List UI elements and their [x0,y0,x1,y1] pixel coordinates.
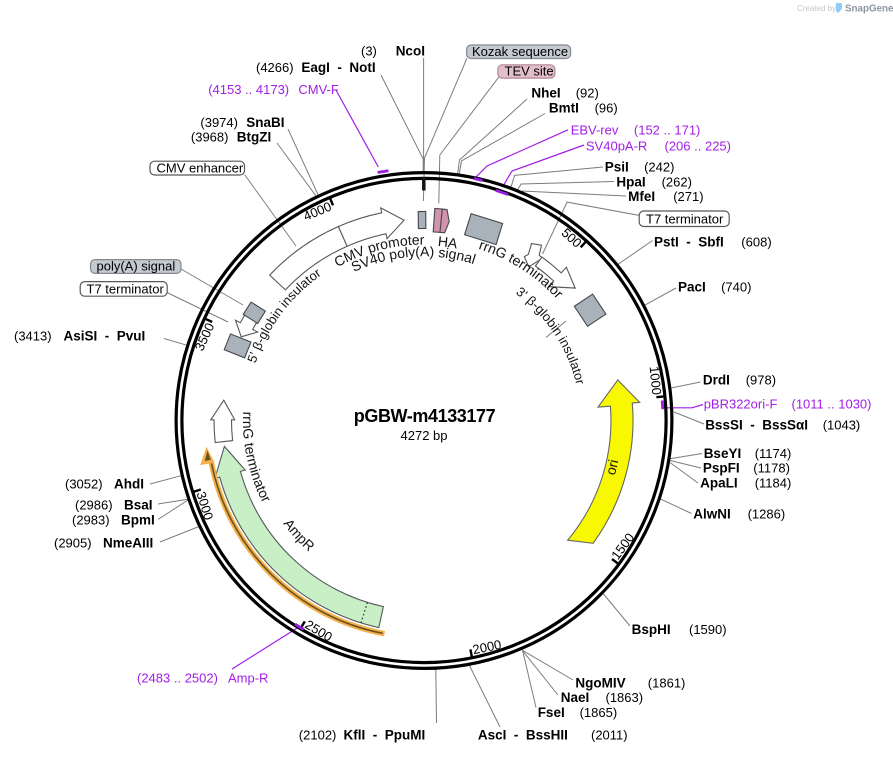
svg-text:AscI - BssHII: AscI - BssHII [478,728,568,743]
svg-text:(4153 .. 4173): (4153 .. 4173) [208,82,289,97]
svg-text:BssSI - BssSαI: BssSI - BssSαI [705,418,808,433]
svg-text:NgoMIV: NgoMIV [575,676,625,691]
svg-text:ApaLI: ApaLI [700,476,738,491]
svg-text:Amp-R: Amp-R [228,671,268,686]
svg-text:(242): (242) [644,160,674,175]
svg-text:2000: 2000 [471,637,502,657]
svg-text:ori: ori [602,458,621,477]
svg-text:(271): (271) [673,189,703,204]
svg-text:Kozak sequence: Kozak sequence [472,44,568,59]
svg-text:(4266): (4266) [256,60,294,75]
svg-text:(1184): (1184) [755,476,792,491]
svg-text:(2983): (2983) [72,513,110,528]
svg-text:(2483 .. 2502): (2483 .. 2502) [137,671,218,686]
svg-text:T7 terminator: T7 terminator [87,281,165,296]
svg-text:(206 .. 225): (206 .. 225) [665,139,732,154]
svg-text:pBR322ori-F: pBR322ori-F [704,397,778,412]
svg-text:KflI - PpuMI: KflI - PpuMI [344,728,426,743]
svg-text:BseYI: BseYI [704,446,742,461]
svg-text:TEV site: TEV site [505,64,554,79]
svg-text:AhdI: AhdI [114,477,144,492]
svg-text:Created by: Created by [797,4,836,13]
svg-text:(3974): (3974) [200,115,238,130]
svg-text:SnapGene: SnapGene [845,4,893,15]
svg-text:(1174): (1174) [755,446,792,461]
svg-text:AsiSI - PvuI: AsiSI - PvuI [64,329,146,344]
svg-text:(2011): (2011) [591,728,628,743]
svg-text:BspHI: BspHI [632,622,671,637]
svg-text:poly(A) signal: poly(A) signal [97,259,176,274]
svg-text:EagI - NotI: EagI - NotI [301,60,375,75]
svg-text:(1043): (1043) [823,418,861,433]
svg-text:(2102): (2102) [299,728,337,743]
svg-text:(2905): (2905) [54,536,92,551]
svg-text:(1861): (1861) [648,676,686,691]
svg-text:BsaI: BsaI [124,498,153,513]
svg-text:(3): (3) [361,44,377,59]
svg-text:(3052): (3052) [65,477,103,492]
svg-text:(3413): (3413) [14,329,52,344]
svg-text:DrdI: DrdI [703,373,730,388]
svg-text:CMV-F: CMV-F [298,82,339,97]
svg-text:(2986): (2986) [75,498,113,513]
svg-text:EBV-rev: EBV-rev [571,123,619,138]
svg-text:(96): (96) [595,101,618,116]
svg-text:4272 bp: 4272 bp [401,428,448,443]
svg-text:SV40pA-R: SV40pA-R [586,139,647,154]
svg-text:(3968): (3968) [191,130,229,145]
svg-text:BmtI: BmtI [549,101,579,116]
svg-text:(740): (740) [721,280,751,295]
svg-text:SnaBI: SnaBI [246,115,284,130]
svg-text:1000: 1000 [647,365,665,395]
svg-text:BpmI: BpmI [121,513,155,528]
svg-text:NcoI: NcoI [396,44,425,59]
svg-text:PspFI: PspFI [703,461,740,476]
svg-text:(608): (608) [741,235,771,250]
svg-text:(152 .. 171): (152 .. 171) [634,123,701,138]
svg-text:(1286): (1286) [748,507,786,522]
svg-text:HA: HA [437,233,459,252]
svg-text:PsiI: PsiI [605,160,629,175]
svg-text:PacI: PacI [678,280,706,295]
svg-text:NheI: NheI [531,86,560,101]
svg-text:NaeI: NaeI [561,690,590,705]
svg-text:(1863): (1863) [606,690,644,705]
svg-text:(978): (978) [746,373,776,388]
svg-text:(92): (92) [576,86,599,101]
svg-text:HpaI: HpaI [616,175,645,190]
svg-text:(1011 .. 1030): (1011 .. 1030) [792,397,872,412]
svg-text:(1590): (1590) [689,622,727,637]
svg-text:FseI: FseI [538,705,565,720]
svg-text:MfeI: MfeI [628,189,655,204]
svg-text:pGBW-m4133177: pGBW-m4133177 [354,406,496,426]
svg-text:T7 terminator: T7 terminator [646,211,724,226]
svg-text:(262): (262) [662,175,692,190]
svg-text:AlwNI: AlwNI [693,507,731,522]
svg-text:(1178): (1178) [753,461,790,476]
svg-text:PstI - SbfI: PstI - SbfI [654,235,724,250]
svg-text:NmeAIII: NmeAIII [103,536,153,551]
svg-text:CMV enhancer: CMV enhancer [157,160,244,175]
svg-text:(1865): (1865) [580,705,618,720]
svg-text:BtgZI: BtgZI [237,130,271,145]
